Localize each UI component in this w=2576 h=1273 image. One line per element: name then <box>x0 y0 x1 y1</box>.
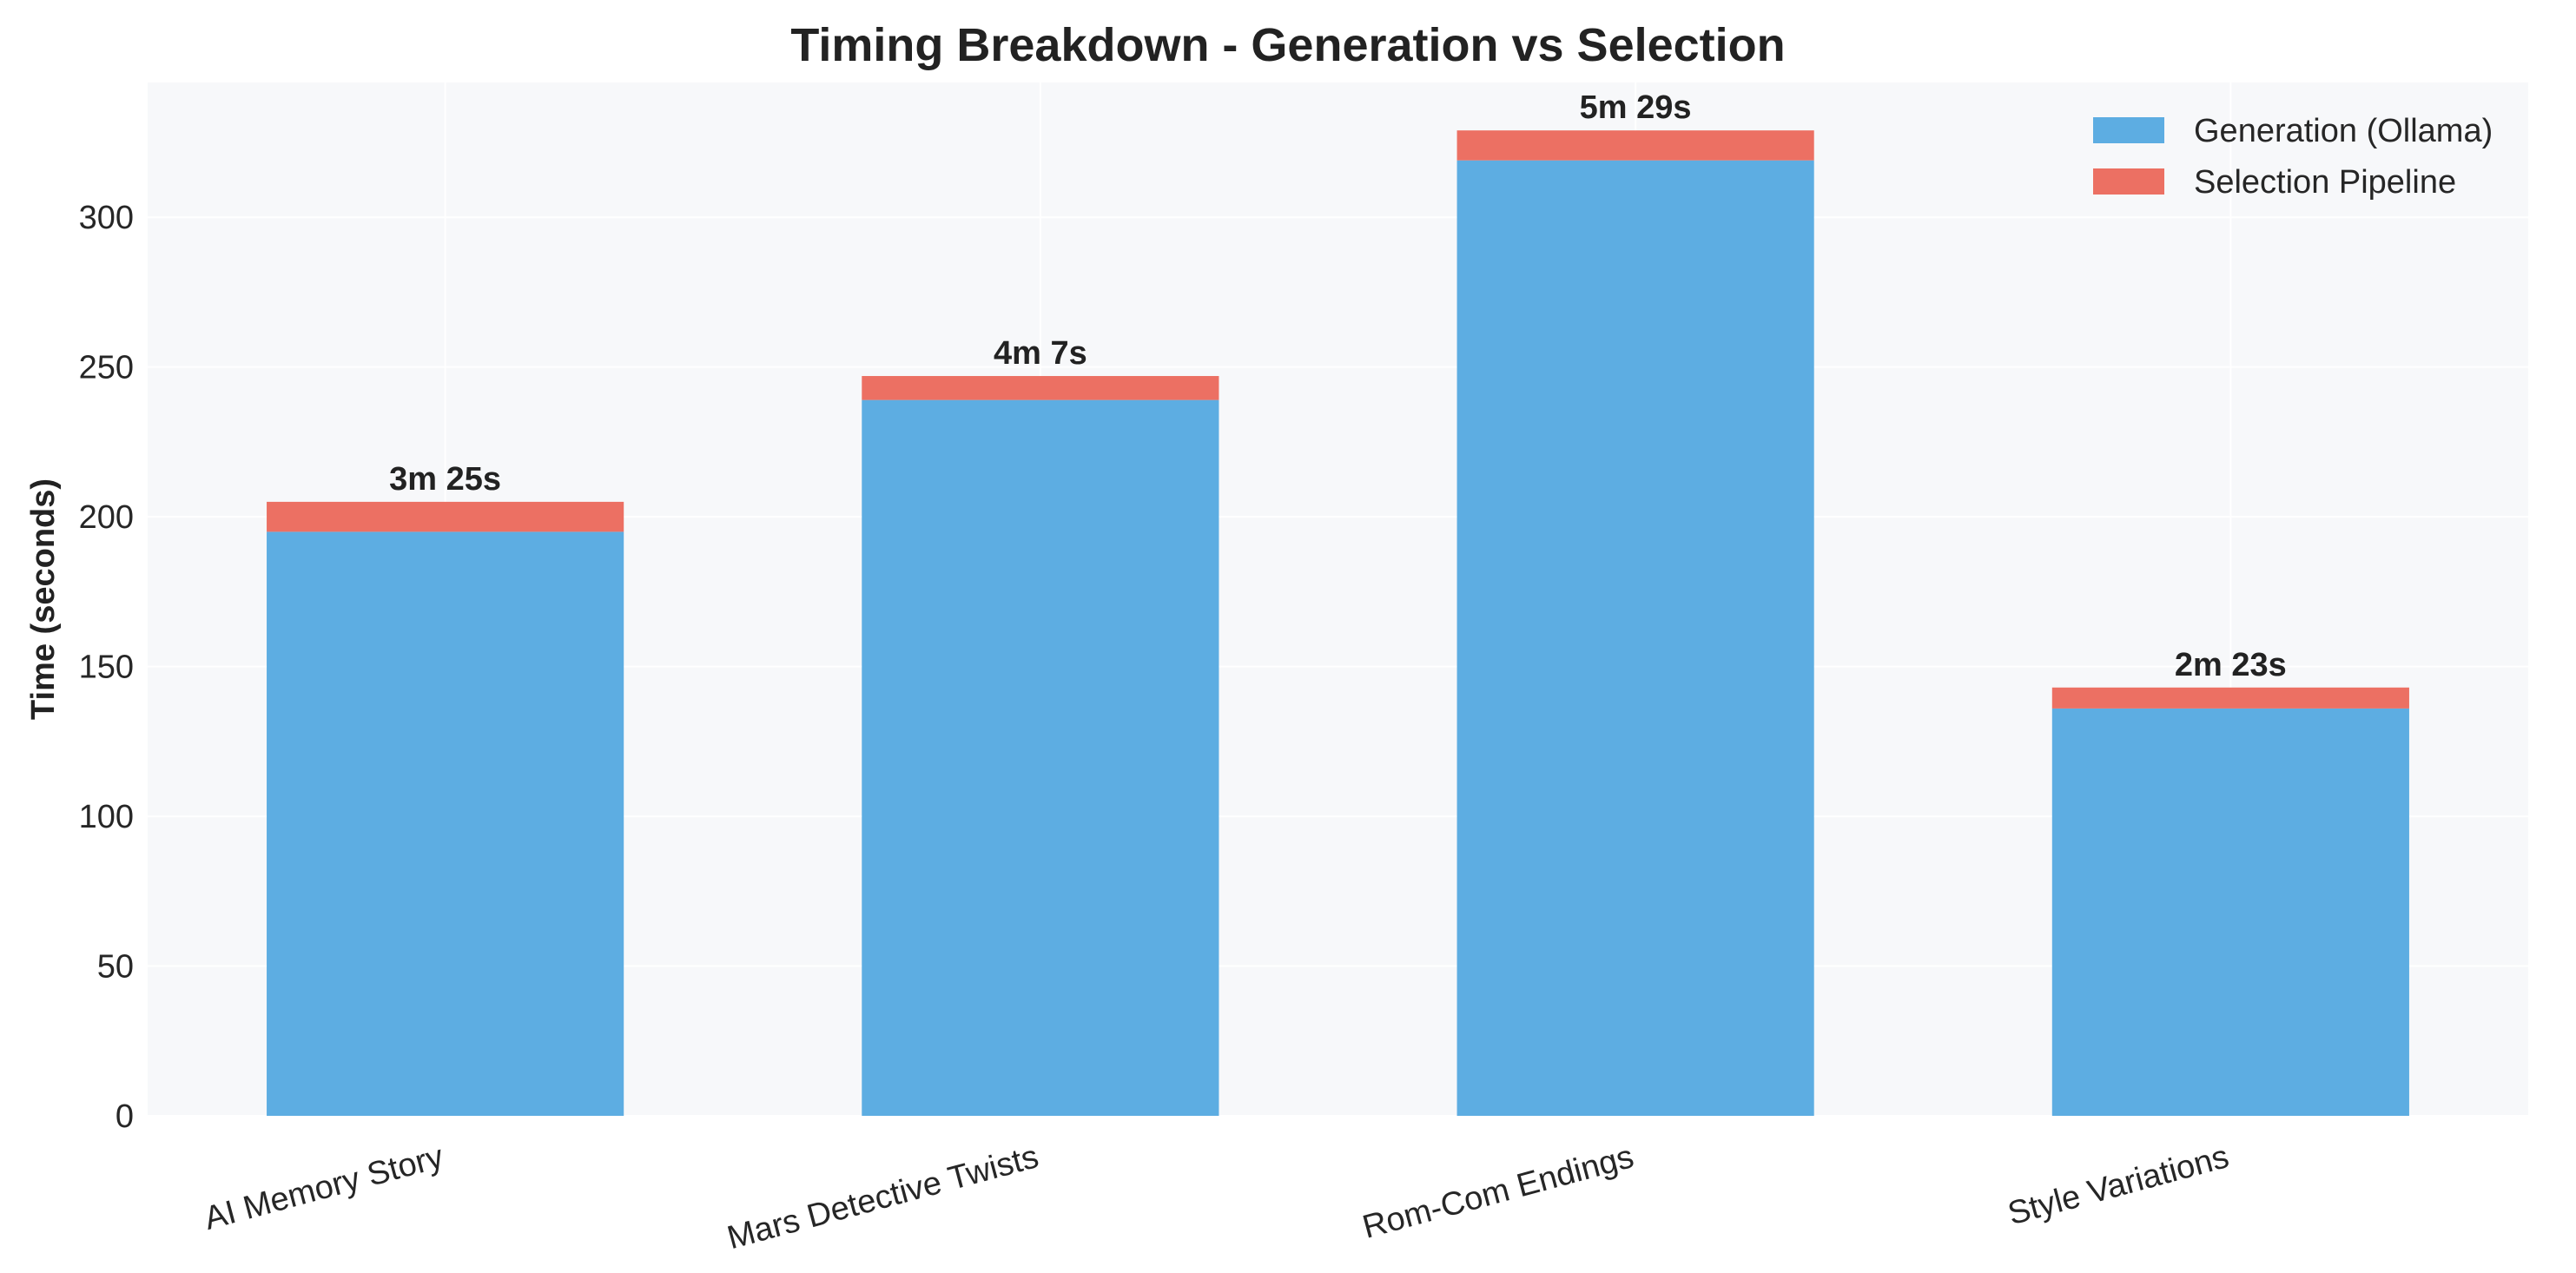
y-tick-label: 100 <box>79 799 134 835</box>
bar-selection <box>267 501 624 532</box>
bar-selection <box>1456 130 1814 161</box>
x-tick-label: Mars Detective Twists <box>723 1138 1042 1257</box>
y-tick-label: 300 <box>79 200 134 236</box>
legend: Generation (Ollama) Selection Pipeline <box>2093 113 2493 201</box>
bar-generation <box>2051 708 2409 1116</box>
legend-label-selection: Selection Pipeline <box>2194 164 2456 201</box>
bar-generation <box>862 399 1219 1117</box>
data-labels: 3m 25s 4m 7s 5m 29s 2m 23s <box>389 89 2287 683</box>
bar-total-label: 3m 25s <box>389 461 501 498</box>
y-axis-label: Time (seconds) <box>25 478 62 720</box>
y-tick-label: 0 <box>116 1098 134 1135</box>
bar-total-label: 5m 29s <box>1580 89 1692 126</box>
bar-generation <box>1456 160 1814 1116</box>
x-axis-ticks: AI Memory Story Mars Detective Twists Rom-… <box>201 1138 2233 1257</box>
y-tick-label: 200 <box>79 499 134 536</box>
bar-generation <box>267 531 624 1116</box>
bar-selection <box>862 376 1219 400</box>
x-tick-label: Style Variations <box>2005 1138 2233 1232</box>
x-tick-label: Rom-Com Endings <box>1359 1138 1638 1246</box>
y-axis-ticks: 0 50 100 150 200 250 300 <box>79 200 134 1135</box>
bar-total-label: 4m 7s <box>994 335 1087 372</box>
x-tick-label: AI Memory Story <box>201 1138 447 1237</box>
bar-selection <box>2051 687 2409 709</box>
y-tick-label: 250 <box>79 350 134 386</box>
legend-label-generation: Generation (Ollama) <box>2194 113 2493 149</box>
bars <box>267 130 2409 1117</box>
chart-title: Timing Breakdown - Generation vs Selecti… <box>790 19 1785 71</box>
bar-total-label: 2m 23s <box>2175 647 2287 683</box>
y-tick-label: 50 <box>97 949 134 986</box>
y-tick-label: 150 <box>79 650 134 686</box>
legend-swatch-selection <box>2093 168 2164 195</box>
legend-swatch-generation <box>2093 117 2164 143</box>
